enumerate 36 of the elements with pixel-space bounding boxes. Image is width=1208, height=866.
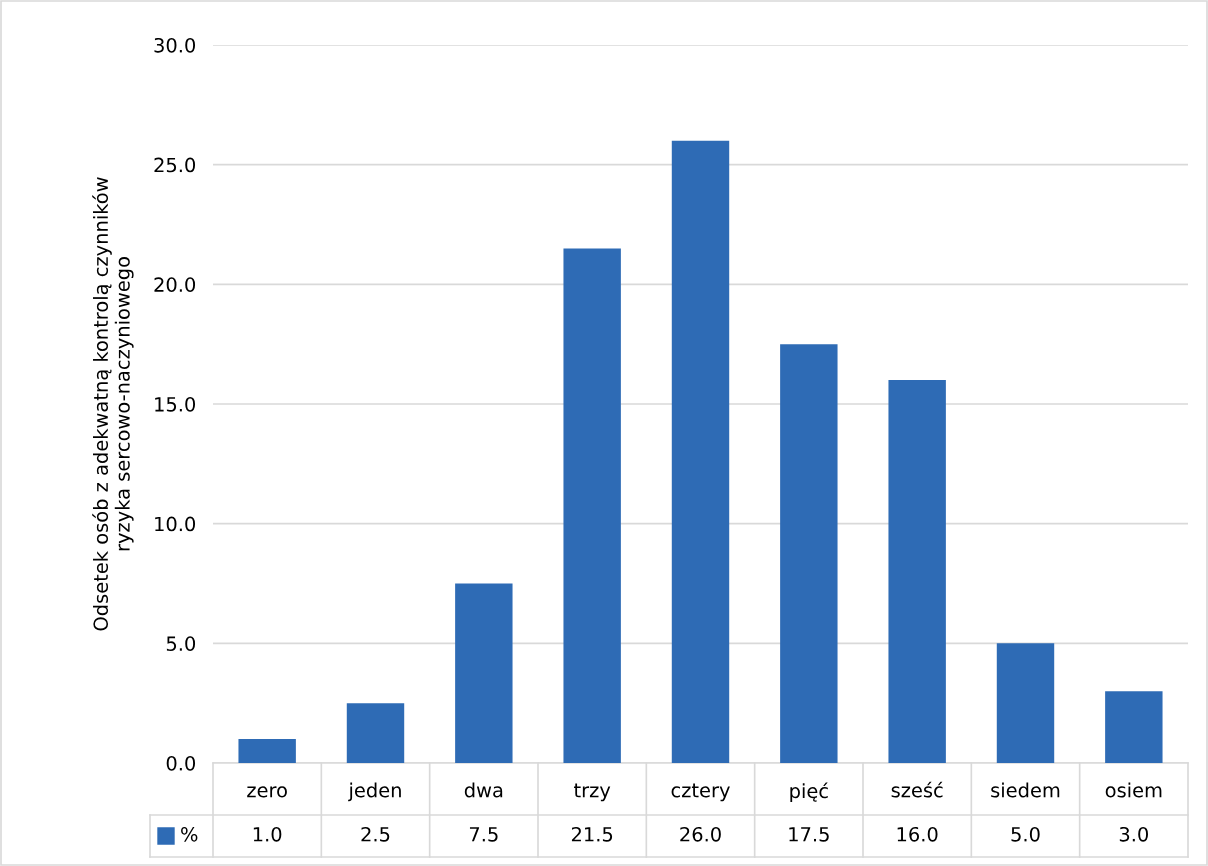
x-tick-label: pięć bbox=[790, 782, 828, 803]
y-tick-label: 0.0 bbox=[166, 755, 196, 771]
data-label: 7.5 bbox=[469, 827, 498, 842]
x-tick-label: dwa bbox=[464, 782, 503, 798]
data-label: 5.0 bbox=[1011, 826, 1040, 842]
bar bbox=[346, 703, 405, 763]
bar bbox=[780, 344, 838, 763]
data-label: 17.5 bbox=[789, 827, 829, 842]
y-tick-label: 20.0 bbox=[154, 277, 196, 292]
data-label: 21.5 bbox=[571, 826, 613, 842]
bar bbox=[1105, 691, 1163, 763]
x-tick-label: osiem bbox=[1105, 782, 1162, 798]
bar bbox=[996, 643, 1055, 763]
y-tick-label: 25.0 bbox=[154, 157, 196, 173]
x-tick-label: zero bbox=[247, 786, 287, 798]
x-tick-label: siedem bbox=[991, 782, 1060, 798]
x-tick-label: trzy bbox=[574, 783, 611, 802]
bar bbox=[888, 380, 946, 763]
x-tick-label: sześć bbox=[891, 781, 943, 798]
legend-label: % bbox=[181, 826, 198, 842]
bar bbox=[563, 248, 621, 763]
y-tick-label: 5.0 bbox=[166, 636, 196, 651]
y-tick-label: 30.0 bbox=[154, 37, 196, 53]
data-label: 26.0 bbox=[680, 826, 721, 842]
bar bbox=[238, 739, 296, 763]
y-tick-label: 15.0 bbox=[155, 396, 196, 412]
data-label: 1.0 bbox=[253, 826, 282, 842]
y-axis-title: Odsetek osób z adekwatną kontrolą czynników ryzyka sercowo-naczyniowego bbox=[92, 177, 134, 631]
y-tick-label: 10.0 bbox=[155, 516, 196, 532]
bar bbox=[671, 140, 730, 763]
x-tick-label: cztery bbox=[671, 783, 730, 802]
bar bbox=[455, 583, 513, 763]
x-tick-label: jeden bbox=[348, 782, 401, 802]
data-label: 3.0 bbox=[1119, 826, 1148, 842]
data-label: 16.0 bbox=[897, 826, 938, 842]
data-label: 2.5 bbox=[361, 826, 390, 842]
